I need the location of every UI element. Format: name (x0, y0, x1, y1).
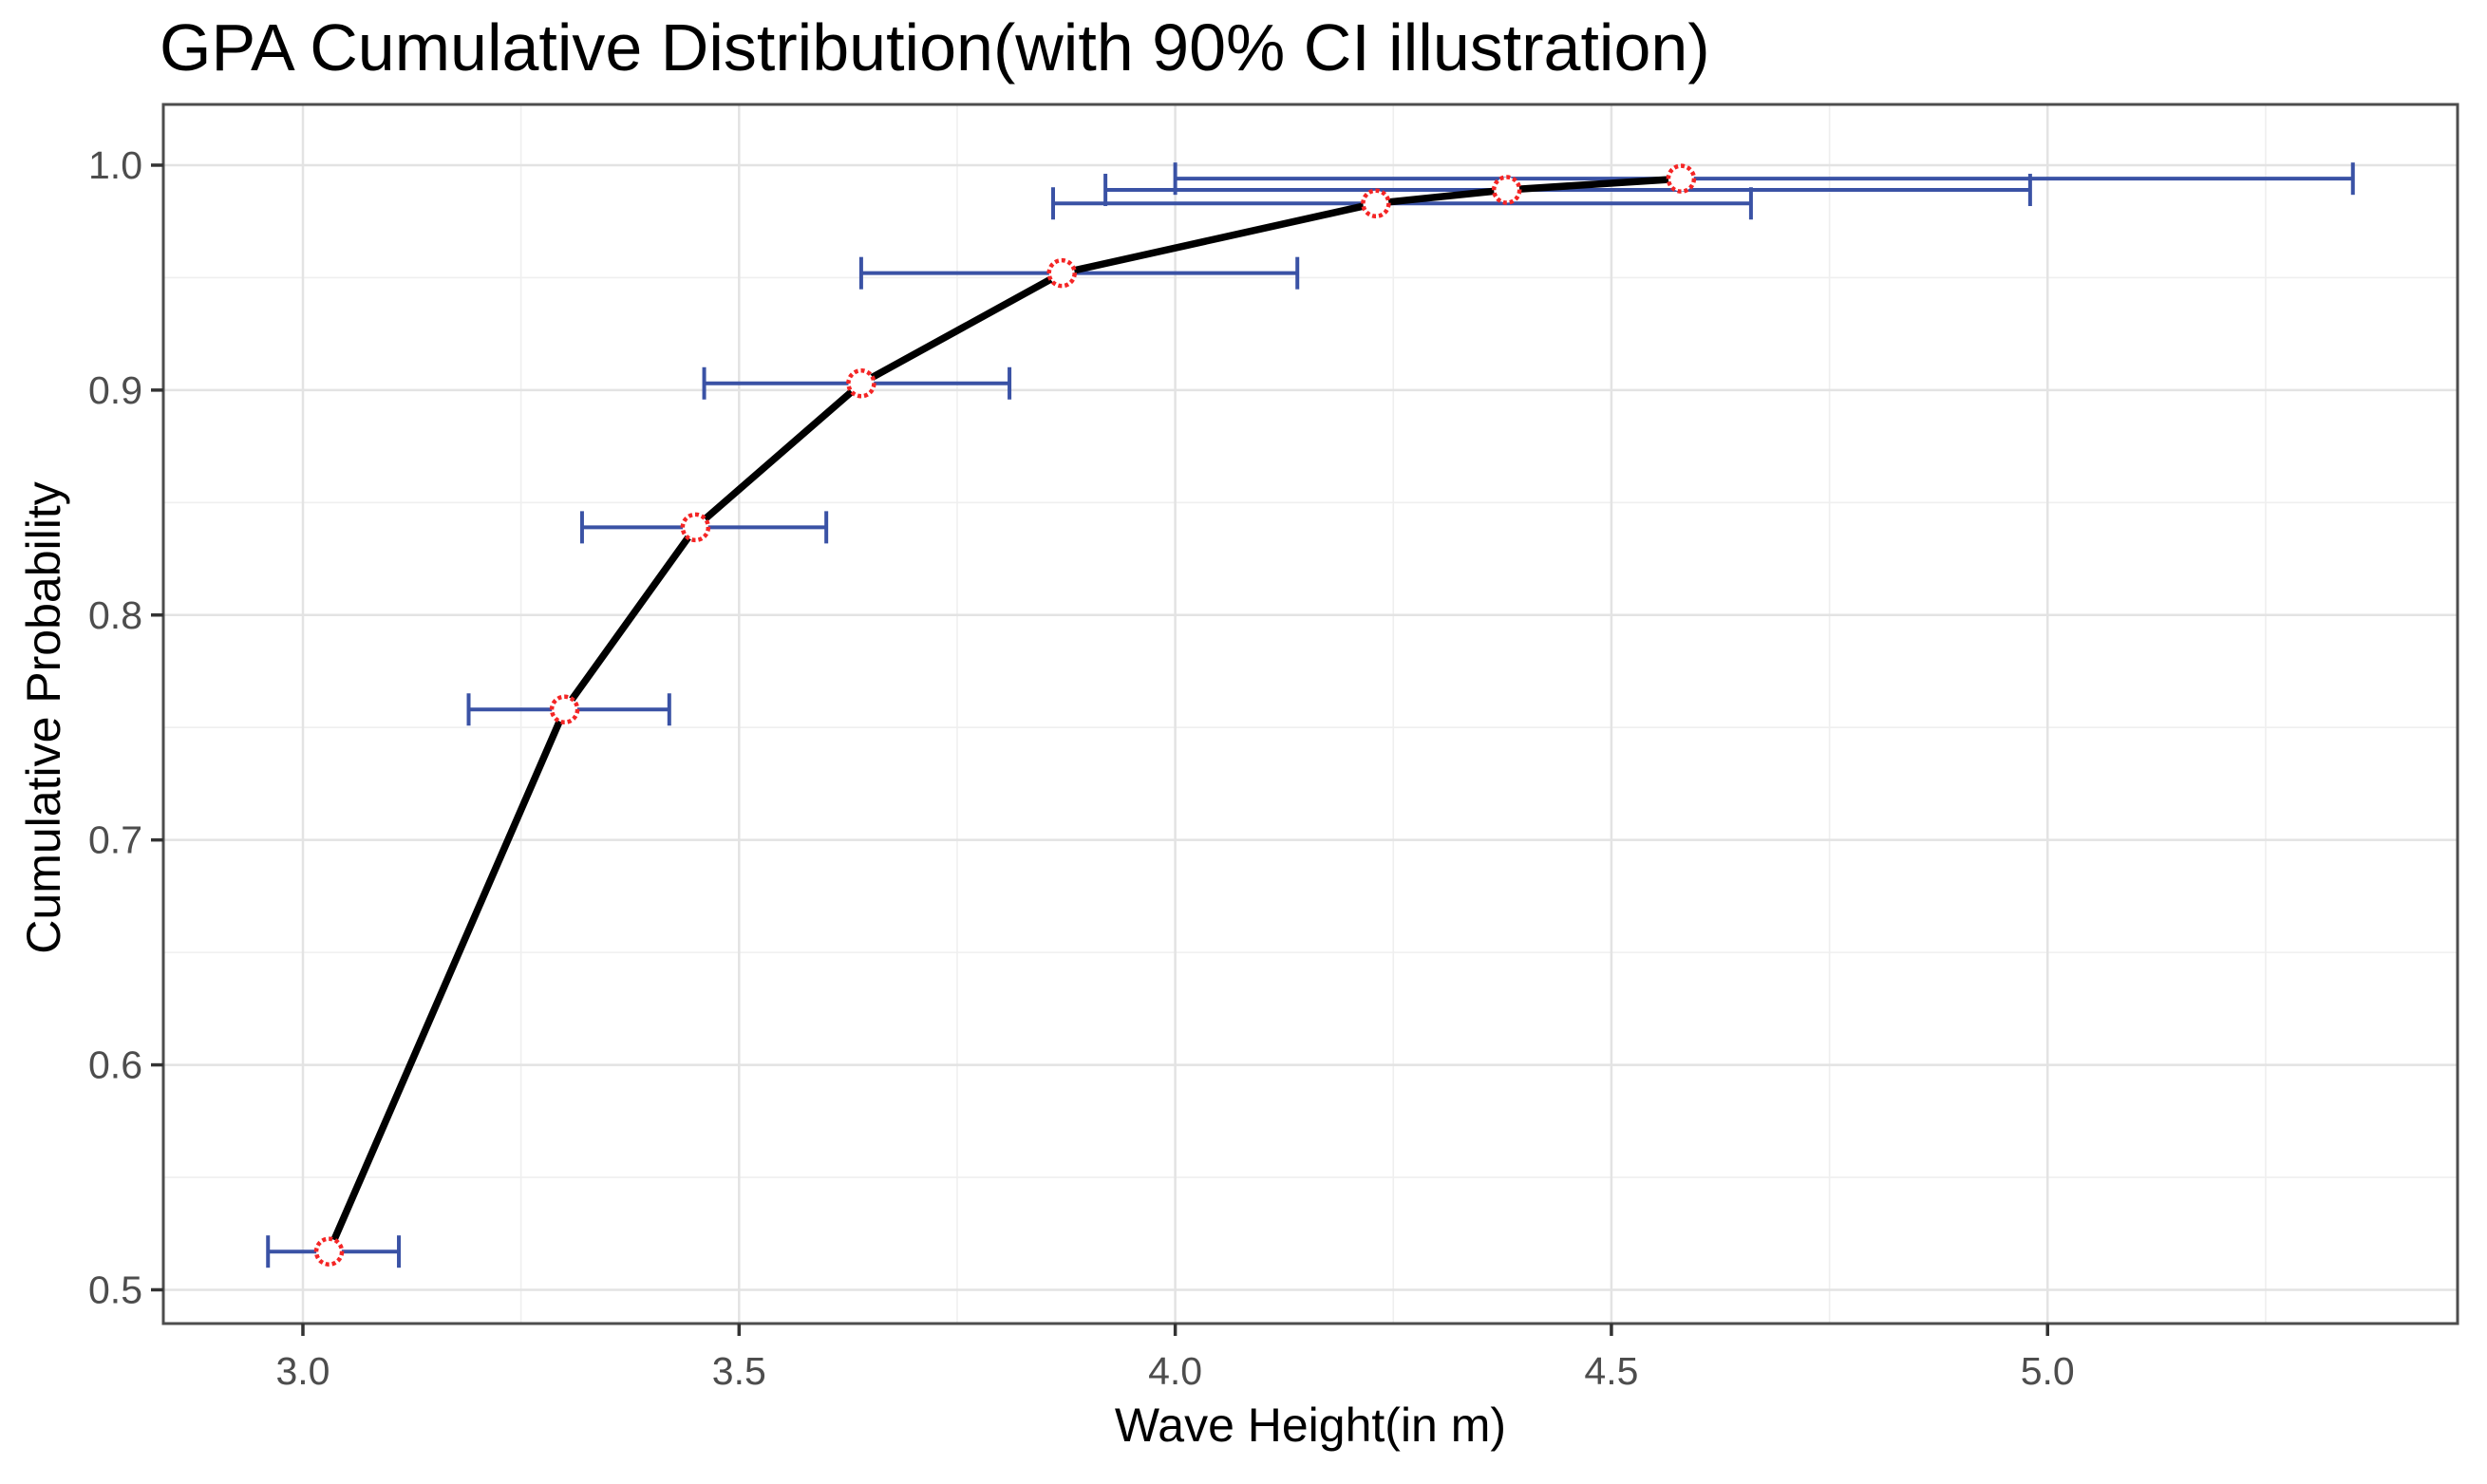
x-tick-label: 5.0 (2021, 1349, 2075, 1393)
data-point (1666, 163, 1697, 194)
chart-title: GPA Cumulative Distribution(with 90% CI … (160, 10, 1710, 85)
y-tick-label: 0.8 (88, 593, 142, 637)
cdf-line (325, 175, 1686, 1255)
panel-border (161, 103, 2459, 1325)
y-tick-label: 0.9 (88, 368, 142, 412)
y-axis-title: Cumulative Probability (17, 481, 70, 954)
x-tick-label: 3.5 (712, 1349, 766, 1393)
data-point (846, 368, 876, 399)
y-tick-label: 0.6 (88, 1043, 142, 1087)
data-point (1361, 188, 1391, 218)
panel-background (163, 104, 2458, 1324)
data-point (1046, 257, 1077, 289)
x-tick-label: 4.5 (1584, 1349, 1638, 1393)
x-tick-label: 4.0 (1148, 1349, 1202, 1393)
data-point (1491, 175, 1522, 205)
data-point (549, 694, 580, 725)
y-tick-label: 0.7 (88, 818, 142, 862)
data-point (313, 1236, 345, 1267)
data-point (680, 512, 711, 543)
y-tick-label: 1.0 (88, 143, 142, 187)
y-tick-label: 0.5 (88, 1268, 142, 1311)
x-tick-label: 3.0 (275, 1349, 330, 1393)
x-axis-title: Wave Height(in m) (1114, 1399, 1507, 1452)
